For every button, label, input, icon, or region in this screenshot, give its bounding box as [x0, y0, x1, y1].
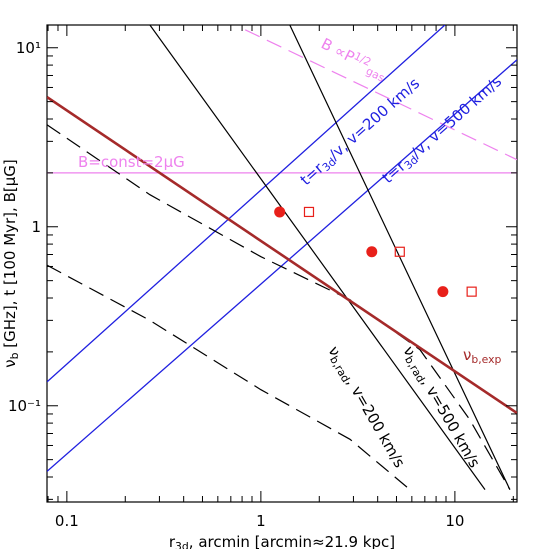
point [394, 246, 405, 257]
line [244, 29, 517, 161]
text-part: , v=200 km/s [343, 375, 409, 471]
point [274, 206, 286, 218]
text-part: ν [1, 359, 19, 367]
line [47, 59, 517, 472]
plot-area [47, 25, 517, 491]
x-axis-label: r3d, arcmin [arcmin≈21.9 kpc] [169, 533, 395, 549]
line [47, 124, 511, 490]
line [47, 264, 411, 491]
text-part: ν [463, 346, 471, 364]
text-part: gas [364, 65, 387, 85]
text-part: r [169, 533, 176, 549]
annotation: B ∝P1/2gas [317, 34, 391, 85]
x-tick-label: 10 [445, 512, 464, 530]
x-tick-label: 0.1 [55, 512, 79, 530]
text-part: B ∝P [318, 35, 357, 67]
text-part: , arcmin [arcmin≈21.9 kpc] [189, 533, 395, 549]
text-part: b,exp [471, 353, 501, 366]
text-part: b [8, 352, 21, 359]
y-tick-label: 1 [31, 218, 41, 236]
line [149, 25, 486, 490]
x-tick-label: 1 [256, 512, 266, 530]
point [437, 286, 449, 298]
line [47, 25, 446, 383]
y-axis-label: νb [GHz], t [100 Myr], B[μG] [1, 159, 21, 367]
line [47, 96, 517, 415]
y-tick-label: 10⁻¹ [8, 397, 41, 415]
text-part: 3d [175, 540, 189, 549]
point [466, 286, 477, 297]
line [289, 25, 511, 490]
y-tick-label: 10¹ [16, 39, 41, 57]
text-part: [GHz], t [100 Myr], B[μG] [1, 159, 19, 352]
annotation: νb,exp [463, 346, 502, 366]
point [366, 246, 378, 258]
annotation: B=const=2μG [78, 153, 185, 171]
plot-frame [46, 24, 518, 503]
text-part: , v=500 km/s [418, 375, 484, 471]
point [303, 206, 315, 218]
text-part: B=const=2μG [78, 153, 185, 171]
text-part: /v, v=500 km/s [407, 72, 505, 161]
